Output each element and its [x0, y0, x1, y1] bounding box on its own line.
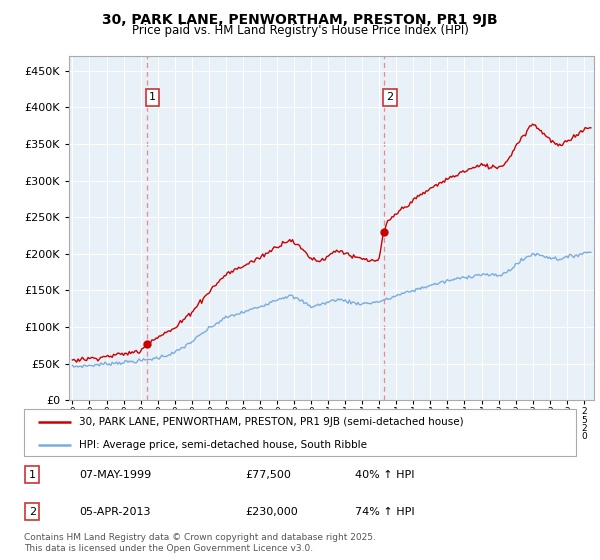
- Text: Price paid vs. HM Land Registry's House Price Index (HPI): Price paid vs. HM Land Registry's House …: [131, 24, 469, 36]
- Text: 05-APR-2013: 05-APR-2013: [79, 507, 151, 517]
- Text: 40% ↑ HPI: 40% ↑ HPI: [355, 470, 415, 479]
- FancyBboxPatch shape: [24, 409, 576, 456]
- Text: 1: 1: [149, 92, 156, 102]
- Text: £230,000: £230,000: [245, 507, 298, 517]
- Text: HPI: Average price, semi-detached house, South Ribble: HPI: Average price, semi-detached house,…: [79, 440, 367, 450]
- Text: 30, PARK LANE, PENWORTHAM, PRESTON, PR1 9JB: 30, PARK LANE, PENWORTHAM, PRESTON, PR1 …: [102, 13, 498, 27]
- Text: Contains HM Land Registry data © Crown copyright and database right 2025.
This d: Contains HM Land Registry data © Crown c…: [24, 533, 376, 553]
- Text: £77,500: £77,500: [245, 470, 290, 479]
- Text: 2: 2: [386, 92, 394, 102]
- Text: 30, PARK LANE, PENWORTHAM, PRESTON, PR1 9JB (semi-detached house): 30, PARK LANE, PENWORTHAM, PRESTON, PR1 …: [79, 417, 464, 427]
- Text: 74% ↑ HPI: 74% ↑ HPI: [355, 507, 415, 517]
- Text: 07-MAY-1999: 07-MAY-1999: [79, 470, 151, 479]
- Text: 2: 2: [29, 507, 36, 517]
- Text: 1: 1: [29, 470, 36, 479]
